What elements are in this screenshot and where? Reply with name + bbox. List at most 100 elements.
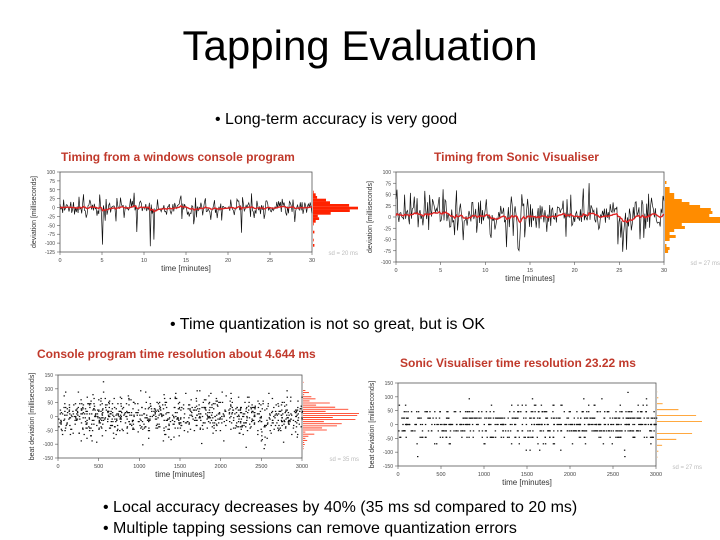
beat-point <box>271 410 274 412</box>
beat-point <box>619 404 621 406</box>
beat-point <box>631 417 633 419</box>
beat-point <box>264 424 266 427</box>
beat-point <box>406 417 408 419</box>
beat-point <box>540 423 543 426</box>
beat-point <box>578 430 580 432</box>
beat-point <box>216 414 218 416</box>
beat-point <box>235 408 237 410</box>
beat-point <box>557 423 559 426</box>
beat-point <box>178 408 180 410</box>
beat-point <box>406 417 409 419</box>
bullet-long-term-accuracy: • Long-term accuracy is very good <box>215 111 458 128</box>
beat-point <box>271 419 274 421</box>
beat-point <box>426 411 428 413</box>
beat-point <box>198 413 200 415</box>
trend-series <box>395 210 665 224</box>
beat-point <box>165 413 167 415</box>
beat-point <box>168 428 170 430</box>
beat-point <box>110 421 112 423</box>
beat-point <box>240 428 242 430</box>
beat-point <box>70 428 72 430</box>
beat-point <box>88 413 91 415</box>
x-tick-label: 0 <box>58 258 61 264</box>
beat-point <box>234 427 237 429</box>
histogram-bar <box>313 220 316 223</box>
beat-point <box>86 427 88 429</box>
beat-point <box>82 427 84 429</box>
x-tick-label: 500 <box>94 464 103 470</box>
beat-point <box>563 436 566 438</box>
beat-point <box>642 404 644 406</box>
beat-point <box>465 423 468 426</box>
beat-point <box>564 423 566 426</box>
beat-point <box>610 423 612 426</box>
beat-point <box>198 410 200 412</box>
beat-point <box>264 444 266 446</box>
beat-point <box>93 397 95 400</box>
beat-point <box>155 424 158 427</box>
beat-point <box>540 430 542 432</box>
beat-point <box>245 446 247 448</box>
beat-point <box>439 411 441 413</box>
beat-point <box>486 436 488 438</box>
beat-point <box>69 413 71 415</box>
beat-point <box>525 404 527 406</box>
beat-point <box>99 417 101 419</box>
beat-point <box>248 401 250 403</box>
beat-point <box>494 436 497 438</box>
beat-point <box>204 408 206 410</box>
y-tick-label: 100 <box>47 170 56 176</box>
histogram-bar <box>313 193 316 196</box>
histogram-bar <box>313 209 350 212</box>
beat-point <box>153 414 155 416</box>
beat-point <box>504 423 507 426</box>
beat-point <box>121 408 124 410</box>
beat-point <box>521 423 524 426</box>
beat-point <box>469 411 471 413</box>
beat-point <box>508 436 510 438</box>
beat-point <box>288 423 290 425</box>
beat-point <box>60 412 63 414</box>
beat-point <box>288 419 290 421</box>
y-tick-label: -25 <box>384 226 391 232</box>
beat-point <box>216 404 218 406</box>
beat-point <box>601 398 603 400</box>
beat-point <box>529 430 531 432</box>
beat-point <box>94 409 96 411</box>
beat-point <box>589 423 591 426</box>
beat-point <box>294 431 297 433</box>
beat-point <box>614 417 617 419</box>
beat-point <box>258 403 260 405</box>
beat-point <box>60 423 62 425</box>
y-tick-label: 100 <box>45 387 54 393</box>
beat-point <box>102 419 105 421</box>
beat-point <box>66 414 68 416</box>
beat-point <box>448 443 450 445</box>
beat-point <box>254 415 256 418</box>
beat-point <box>260 440 263 442</box>
beat-point <box>161 415 163 418</box>
beat-point <box>261 431 263 433</box>
beat-point <box>156 401 158 403</box>
beat-point <box>61 413 64 415</box>
beat-point <box>229 417 231 419</box>
beat-point <box>244 401 246 403</box>
beat-point <box>593 430 595 432</box>
beat-point <box>509 430 512 432</box>
beat-point <box>218 401 220 403</box>
x-tick-label: 2000 <box>564 472 576 478</box>
beat-point <box>290 413 292 415</box>
beat-point <box>102 381 105 383</box>
beat-point <box>77 414 79 416</box>
beat-point <box>74 403 77 405</box>
beat-point <box>592 423 594 426</box>
beat-point <box>110 413 112 415</box>
beat-point <box>649 436 652 438</box>
beat-point <box>265 424 267 427</box>
beat-point <box>620 436 622 438</box>
beat-point <box>489 411 491 413</box>
beat-point <box>203 399 206 401</box>
beat-point <box>536 423 538 426</box>
beat-point <box>108 415 110 418</box>
beat-point <box>240 421 242 423</box>
